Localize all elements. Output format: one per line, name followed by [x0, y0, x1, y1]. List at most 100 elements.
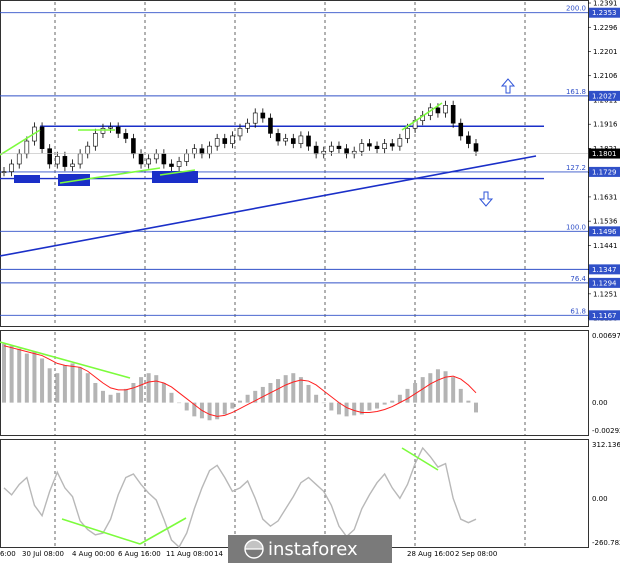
macd-divergence-lines [0, 341, 131, 379]
fibo-price-box-label: 1.1496 [592, 228, 617, 236]
macd-bar [245, 394, 250, 403]
fibo-levels: 200.0 1.2353 161.8 1.2027 127.2 1.1729 100.0 1.… [0, 5, 620, 321]
macd-bar [298, 377, 303, 403]
candle-body [138, 153, 144, 165]
macd-bar [146, 373, 151, 403]
macd-bar [291, 373, 296, 403]
macd-bar [93, 383, 98, 403]
candle-body [283, 138, 288, 142]
macd-bar [336, 402, 341, 415]
candle-body [298, 135, 304, 144]
fibo-price-box-label: 1.2353 [592, 9, 617, 17]
price-tick-label: 1.1441 [593, 242, 618, 250]
fibo-price-box [589, 7, 620, 18]
watermark-logo-icon [244, 539, 264, 559]
macd-bar [78, 367, 83, 403]
candle-body [131, 138, 136, 155]
time-axis: 6:00 30 Jul 08:00 4 Aug 00:00 6 Aug 16:00 11… [0, 550, 497, 558]
macd-bar [306, 384, 311, 403]
candle-body [473, 143, 479, 152]
cci-divergence-lines [61, 447, 439, 545]
macd-bar [184, 402, 189, 411]
candle-body [359, 143, 365, 152]
candle-body [450, 105, 456, 124]
candle-body [85, 145, 91, 155]
macd-bar [222, 402, 227, 415]
macd-bar [9, 345, 14, 403]
macd-bar [238, 400, 242, 403]
macd-bar [154, 375, 159, 403]
macd-bar [359, 402, 364, 415]
macd-bar [230, 402, 235, 409]
macd-bar [169, 392, 174, 403]
fibo-price-box [589, 310, 620, 321]
divergence-line [0, 129, 41, 156]
fibo-price-box [589, 264, 620, 275]
macd-bar [116, 392, 121, 403]
candle-body [382, 143, 387, 149]
fibo-price-box-label: 1.1347 [592, 266, 617, 274]
candle-body [146, 158, 151, 165]
support-zone-box [14, 175, 40, 183]
divergence-line [401, 447, 439, 471]
cci-axis: 312.1363 0.00 -260.7826 [592, 441, 620, 547]
macd-bar [405, 388, 410, 403]
macd-bar [443, 371, 448, 403]
macd-bar [131, 383, 136, 403]
macd-bar [177, 402, 182, 404]
macd-bar [352, 402, 357, 416]
macd-bar [85, 373, 90, 403]
macd-bar [2, 343, 6, 403]
fibo-level-label: 127.2 [566, 164, 586, 172]
divergence-line [401, 102, 443, 131]
candle-body [192, 148, 197, 155]
price-panel-frame [0, 0, 589, 327]
fibo-level-label: 100.0 [566, 223, 586, 231]
time-axis-label: 14 [214, 550, 223, 558]
candle-body [54, 156, 60, 165]
macd-bar [458, 388, 463, 403]
cci-tick-label: -260.7826 [592, 539, 620, 547]
divergence-line [139, 517, 187, 545]
fibo-level-label: 76.4 [570, 275, 586, 283]
candle-body [214, 138, 220, 147]
price-tick-label: 1.2201 [593, 48, 618, 56]
macd-bar [321, 402, 326, 404]
macd-bar [40, 358, 45, 403]
current-price-marker: 1.1801 [0, 148, 620, 159]
candle-body [260, 112, 266, 119]
candle-body [443, 105, 448, 114]
trend-line [0, 155, 537, 257]
macd-tick-label: 0.00 [592, 399, 608, 407]
macd-bar [100, 390, 105, 403]
macd-signal-polyline [3, 345, 477, 417]
fibo-level-label: 161.8 [566, 88, 586, 96]
divergence-line [159, 169, 196, 176]
fibo-level-label: 61.8 [570, 307, 586, 315]
candle-body [268, 117, 273, 134]
macd-bar [260, 386, 265, 403]
macd-bar [451, 377, 456, 403]
macd-bar [192, 402, 197, 417]
candle-body [329, 145, 334, 152]
macd-bar [466, 400, 471, 403]
macd-bar [215, 402, 220, 420]
macd-bar [367, 402, 372, 411]
time-axis-label: 11 Aug 08:00 [166, 550, 213, 558]
candle-body [93, 133, 98, 147]
candle-body [374, 145, 380, 149]
fibo-price-box [589, 166, 620, 177]
candle-body [397, 138, 403, 147]
candle-body [47, 148, 52, 165]
macd-bar [344, 402, 349, 417]
macd-bar [108, 394, 113, 403]
candle-body [290, 138, 296, 144]
divergence-line [0, 341, 131, 379]
macd-signal-line [3, 345, 477, 417]
candle-body [222, 138, 228, 144]
price-tick-label: 1.2391 [593, 0, 618, 8]
candle-body [252, 112, 258, 124]
candle-body [389, 143, 395, 147]
candle-body [336, 145, 342, 149]
price-divergence-lines [0, 102, 443, 184]
